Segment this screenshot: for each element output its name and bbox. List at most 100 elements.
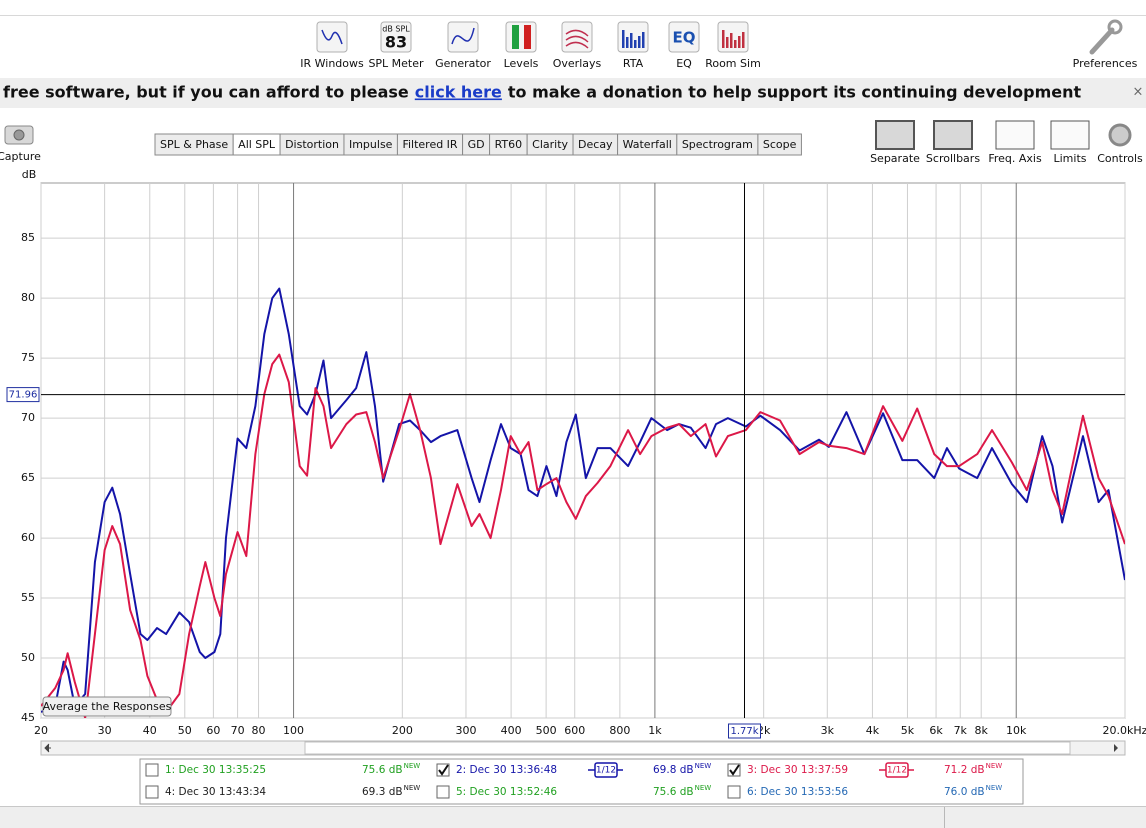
preferences-label[interactable]: Preferences xyxy=(1073,57,1138,70)
view-button-label[interactable]: Separate xyxy=(870,152,920,165)
new-tag: NEW xyxy=(986,784,1003,792)
new-tag: NEW xyxy=(404,784,421,792)
y-tick-label: 70 xyxy=(21,411,35,424)
x-tick-label: 8k xyxy=(975,724,989,737)
view-button-icon[interactable] xyxy=(995,120,1035,150)
x-tick-label: 80 xyxy=(252,724,266,737)
smoothing-label: 1/12 xyxy=(887,766,907,776)
toolbar-label[interactable]: SPL Meter xyxy=(368,57,424,70)
preferences-icon[interactable] xyxy=(1089,19,1123,55)
new-tag: NEW xyxy=(695,784,712,792)
tab-label[interactable]: SPL & Phase xyxy=(160,138,228,151)
view-button-icon[interactable] xyxy=(875,120,915,150)
tab[interactable] xyxy=(757,133,802,156)
tab-label[interactable]: GD xyxy=(468,138,485,151)
banner-link[interactable]: click here xyxy=(415,83,502,102)
toolbar-icon[interactable] xyxy=(380,21,412,53)
x-tick-label: 100 xyxy=(283,724,304,737)
toolbar-button[interactable] xyxy=(505,21,537,53)
spl-icon-caption: dB SPL xyxy=(382,25,410,34)
toolbar-button[interactable] xyxy=(447,21,479,53)
scroll-right[interactable] xyxy=(1114,744,1118,752)
measurement-name[interactable]: 2: Dec 30 13:36:48 xyxy=(456,764,557,776)
tab-label[interactable]: Clarity xyxy=(532,138,568,151)
rta-bar xyxy=(722,30,725,48)
measurement-level: 75.6 dB xyxy=(653,786,694,798)
banner-close[interactable]: × xyxy=(1133,85,1144,100)
average-button-label[interactable]: Average the Responses xyxy=(43,700,172,713)
response-line xyxy=(41,353,1125,718)
tab-label[interactable]: Scope xyxy=(763,138,797,151)
measurement-name[interactable]: 3: Dec 30 13:37:59 xyxy=(747,764,848,776)
tab-label[interactable]: Spectrogram xyxy=(682,138,753,151)
view-button-label[interactable]: Controls xyxy=(1097,152,1143,165)
tab-label[interactable]: Filtered IR xyxy=(402,138,457,151)
new-tag: NEW xyxy=(986,762,1003,770)
toolbar-label[interactable]: Levels xyxy=(504,57,539,70)
rta-bar xyxy=(634,40,637,48)
checkmark[interactable] xyxy=(438,764,449,776)
toolbar-button[interactable] xyxy=(380,21,412,53)
y-tick-label: 50 xyxy=(21,651,35,664)
toolbar-icon[interactable] xyxy=(668,21,700,53)
view-button-icon[interactable] xyxy=(1108,123,1132,147)
capture-icon[interactable] xyxy=(4,125,34,145)
tab-label[interactable]: All SPL xyxy=(238,138,276,151)
checkmark[interactable] xyxy=(729,764,740,776)
view-button-icon[interactable] xyxy=(933,120,973,150)
tab-label[interactable]: Waterfall xyxy=(623,138,672,151)
x-tick-label: 70 xyxy=(231,724,245,737)
toolbar-label[interactable]: Room Sim xyxy=(705,57,761,70)
rta-bar xyxy=(730,33,733,48)
checkbox[interactable] xyxy=(145,785,159,799)
y-axis-label: dB xyxy=(22,168,37,181)
new-tag: NEW xyxy=(404,762,421,770)
y-tick-label: 65 xyxy=(21,471,35,484)
tab-label[interactable]: Distortion xyxy=(285,138,339,151)
toolbar-button[interactable] xyxy=(617,21,649,53)
measurement-name[interactable]: 5: Dec 30 13:52:46 xyxy=(456,786,557,798)
cursor-y-box xyxy=(6,387,40,403)
banner-bg xyxy=(0,78,1146,108)
scrollbar-thumb[interactable] xyxy=(304,741,1071,755)
toolbar-label[interactable]: Generator xyxy=(435,57,491,70)
view-button-label[interactable]: Limits xyxy=(1054,152,1087,165)
measurement-name[interactable]: 1: Dec 30 13:35:25 xyxy=(165,764,266,776)
average-button[interactable] xyxy=(42,696,172,717)
toolbar-glyph xyxy=(565,29,589,49)
checkbox[interactable] xyxy=(436,785,450,799)
toolbar-button[interactable] xyxy=(668,21,700,53)
capture-label[interactable]: Capture xyxy=(0,150,41,163)
tab-label[interactable]: Decay xyxy=(578,138,613,151)
view-button-label[interactable]: Freq. Axis xyxy=(988,152,1042,165)
toolbar-icon[interactable] xyxy=(505,21,537,53)
x-tick-label: 400 xyxy=(501,724,522,737)
toolbar-label[interactable]: IR Windows xyxy=(300,57,364,70)
toolbar-button[interactable] xyxy=(561,21,593,53)
toolbar-label[interactable]: RTA xyxy=(623,57,644,70)
scroll-left[interactable] xyxy=(44,743,51,753)
rta-bar xyxy=(626,37,629,48)
tab-label[interactable]: RT60 xyxy=(495,138,523,151)
measurement-level: 76.0 dB xyxy=(944,786,985,798)
view-button-icon[interactable] xyxy=(1050,120,1090,150)
rta-bar xyxy=(642,32,645,48)
toolbar-button[interactable] xyxy=(316,21,348,53)
measurement-level: 75.6 dB xyxy=(362,764,403,776)
x-tick-label: 600 xyxy=(564,724,585,737)
measurement-name[interactable]: 4: Dec 30 13:43:34 xyxy=(165,786,266,798)
cursor-x-box xyxy=(727,723,761,739)
toolbar-button[interactable] xyxy=(717,21,749,53)
x-tick-label: 7k xyxy=(954,724,968,737)
toolbar-label[interactable]: EQ xyxy=(676,57,692,70)
checkbox[interactable] xyxy=(727,785,741,799)
view-button-label[interactable]: Scrollbars xyxy=(926,152,980,165)
toolbar-icon[interactable] xyxy=(447,21,479,53)
measurement-name[interactable]: 6: Dec 30 13:53:56 xyxy=(747,786,848,798)
tab-label[interactable]: Impulse xyxy=(349,138,393,151)
checkbox[interactable] xyxy=(145,763,159,777)
spl-icon-value: 83 xyxy=(385,33,407,52)
level-bar xyxy=(512,25,519,49)
toolbar-label[interactable]: Overlays xyxy=(553,57,602,70)
